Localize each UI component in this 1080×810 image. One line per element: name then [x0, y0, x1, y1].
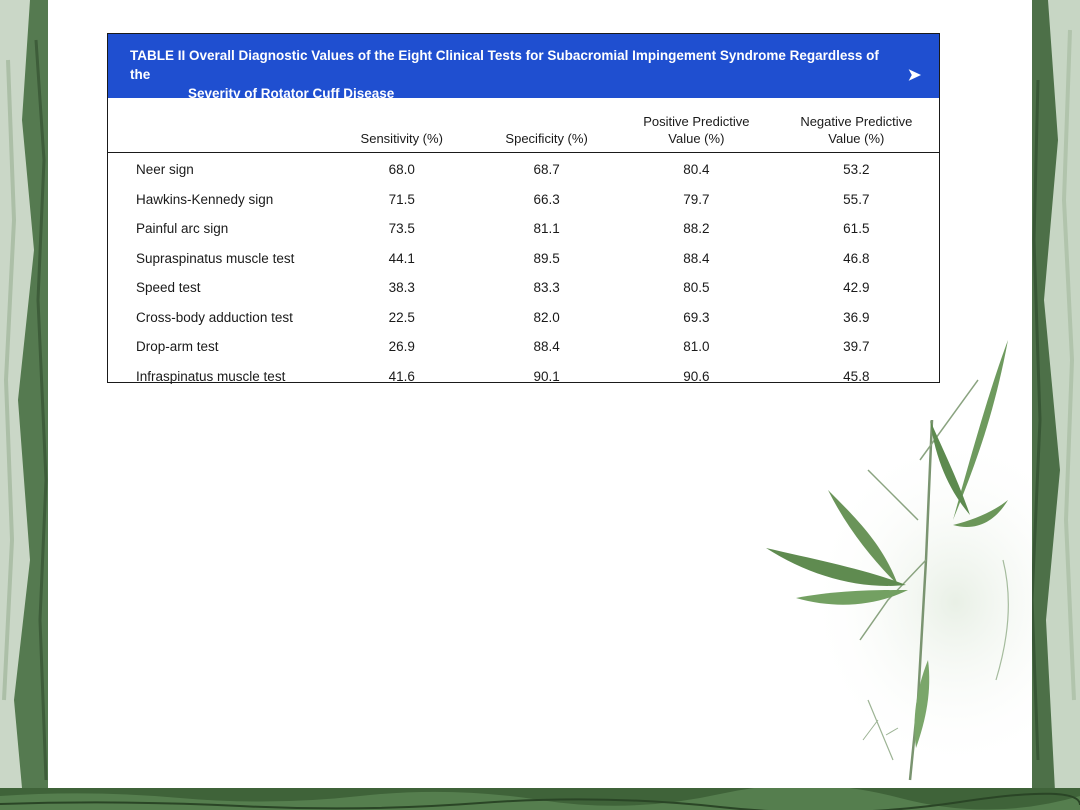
header-sensitivity: Sensitivity (%) [329, 98, 475, 153]
cell-sensitivity: 73.5 [388, 221, 415, 237]
cell-specificity: 89.5 [533, 250, 560, 266]
cell-specificity: 68.7 [533, 162, 560, 178]
table-row: Supraspinatus muscle test 44.1 89.5 88.4… [108, 244, 939, 274]
table-caption-line1: TABLE II Overall Diagnostic Values of th… [130, 48, 879, 82]
cell-npv: 61.5 [843, 221, 870, 237]
header-npv-line1: Negative Predictive [800, 114, 913, 129]
arrow-right-icon: ➤ [907, 67, 921, 84]
header-test [108, 98, 330, 153]
table-row: Painful arc sign 73.5 81.1 88.2 61.5 [108, 214, 939, 244]
header-npv-line2: Value (%) [828, 131, 885, 146]
slide-content: TABLE II Overall Diagnostic Values of th… [48, 0, 1032, 788]
cell-ppv: 88.4 [683, 250, 710, 266]
cell-test: Neer sign [136, 162, 194, 178]
cell-npv: 45.8 [843, 368, 870, 384]
table-row: Infraspinatus muscle test 41.6 90.1 90.6… [108, 362, 939, 392]
cell-sensitivity: 41.6 [388, 368, 415, 384]
header-ppv-line1: Positive Predictive [643, 114, 750, 129]
cell-npv: 46.8 [843, 250, 870, 266]
cell-npv: 55.7 [843, 191, 870, 207]
cell-sensitivity: 71.5 [388, 191, 415, 207]
header-npv: Negative Predictive Value (%) [773, 98, 939, 153]
table-row: Hawkins-Kennedy sign 71.5 66.3 79.7 55.7 [108, 185, 939, 215]
table-header-row: Sensitivity (%) Specificity (%) Positive… [108, 98, 939, 153]
diagnostic-values-table: TABLE II Overall Diagnostic Values of th… [107, 33, 940, 384]
cell-test: Hawkins-Kennedy sign [136, 191, 274, 207]
cell-test: Speed test [136, 280, 201, 296]
cell-npv: 36.9 [843, 309, 870, 325]
bamboo-frame-left [0, 0, 48, 810]
bamboo-frame-right [1030, 0, 1080, 810]
table-caption-line2: Severity of Rotator Cuff Disease [188, 86, 395, 101]
cell-specificity: 83.3 [533, 280, 560, 296]
cell-sensitivity: 26.9 [388, 339, 415, 355]
cell-test: Infraspinatus muscle test [136, 368, 286, 384]
cell-npv: 42.9 [843, 280, 870, 296]
header-specificity: Specificity (%) [474, 98, 620, 153]
cell-npv: 39.7 [843, 339, 870, 355]
header-ppv: Positive Predictive Value (%) [619, 98, 774, 153]
table-caption: TABLE II Overall Diagnostic Values of th… [108, 34, 939, 101]
cell-specificity: 88.4 [533, 339, 560, 355]
cell-sensitivity: 38.3 [388, 280, 415, 296]
cell-test: Painful arc sign [136, 221, 229, 237]
cell-ppv: 88.2 [683, 221, 710, 237]
cell-sensitivity: 22.5 [388, 309, 415, 325]
cell-ppv: 79.7 [683, 191, 710, 207]
cell-test: Cross-body adduction test [136, 309, 293, 325]
cell-ppv: 90.6 [683, 368, 710, 384]
table-row: Drop-arm test 26.9 88.4 81.0 39.7 [108, 332, 939, 362]
table-row: Cross-body adduction test 22.5 82.0 69.3… [108, 303, 939, 333]
cell-npv: 53.2 [843, 162, 870, 178]
cell-ppv: 81.0 [683, 339, 710, 355]
cell-specificity: 82.0 [533, 309, 560, 325]
table-row: Neer sign 68.0 68.7 80.4 53.2 [108, 153, 939, 185]
bamboo-frame-bottom [0, 788, 1080, 810]
data-table: Sensitivity (%) Specificity (%) Positive… [108, 98, 939, 391]
cell-test: Supraspinatus muscle test [136, 250, 295, 266]
cell-specificity: 90.1 [533, 368, 560, 384]
cell-ppv: 80.5 [683, 280, 710, 296]
cell-ppv: 69.3 [683, 309, 710, 325]
cell-specificity: 66.3 [533, 191, 560, 207]
cell-specificity: 81.1 [533, 221, 560, 237]
header-ppv-line2: Value (%) [668, 131, 725, 146]
cell-sensitivity: 44.1 [388, 250, 415, 266]
cell-test: Drop-arm test [136, 339, 219, 355]
cell-ppv: 80.4 [683, 162, 710, 178]
table-row: Speed test 38.3 83.3 80.5 42.9 [108, 273, 939, 303]
cell-sensitivity: 68.0 [388, 162, 415, 178]
